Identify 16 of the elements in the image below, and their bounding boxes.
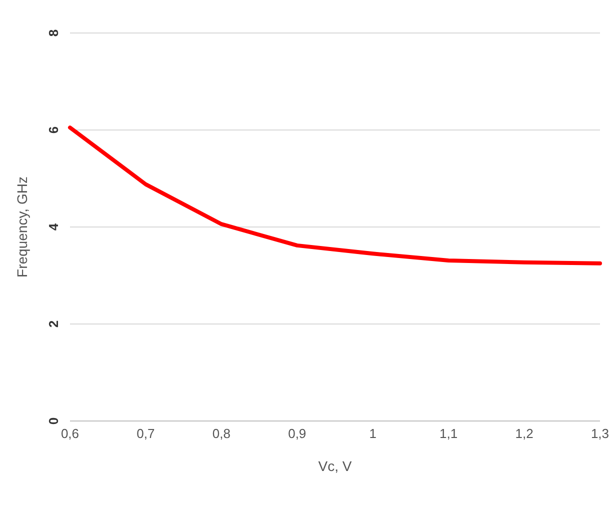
line-series <box>68 126 602 266</box>
x-tick-label: 0,7 <box>136 426 155 442</box>
x-tick-label: 1,2 <box>515 426 534 442</box>
y-tick-label: 8 <box>46 29 61 37</box>
x-tick-label: 1,3 <box>590 426 609 442</box>
y-tick-label: 2 <box>46 320 61 328</box>
x-tick-label: 1,1 <box>440 426 458 442</box>
y-axis-title: Frequency, GHz <box>14 176 30 278</box>
y-tick-label: 6 <box>46 126 61 134</box>
x-tick-label: 1 <box>369 426 376 442</box>
x-tick-label: 0,8 <box>212 426 230 442</box>
x-axis-title: Vc, V <box>318 458 352 474</box>
y-tick-label: 0 <box>46 417 61 425</box>
x-tick-label: 0,9 <box>288 426 306 442</box>
x-tick-label: 0,6 <box>60 426 80 442</box>
y-tick-label: 4 <box>46 222 61 231</box>
